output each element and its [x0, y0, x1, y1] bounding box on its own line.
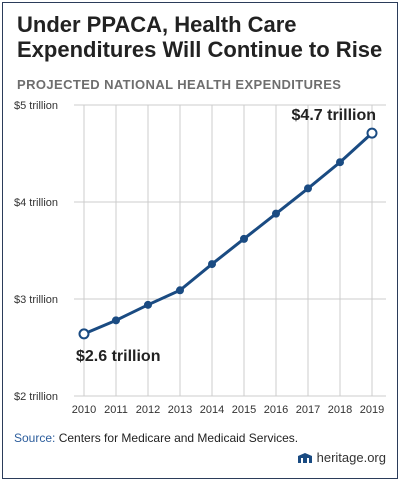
x-tick-label: 2018: [328, 404, 352, 416]
x-tick-label: 2012: [136, 404, 160, 416]
source-text: Centers for Medicare and Medicaid Servic…: [58, 431, 299, 445]
source-label: Source:: [14, 431, 56, 445]
x-tick-label: 2013: [168, 404, 192, 416]
y-tick-label: $3 trillion: [14, 294, 58, 306]
x-tick-label: 2017: [296, 404, 320, 416]
x-tick-label: 2010: [72, 404, 96, 416]
data-point: [112, 316, 120, 325]
data-point: [240, 234, 248, 243]
data-point: [336, 158, 344, 167]
data-point-endpoint: [78, 328, 90, 340]
data-point: [176, 286, 184, 295]
x-tick-label: 2014: [200, 404, 224, 416]
y-tick-label: $2 trillion: [14, 391, 58, 403]
x-tick-label: 2011: [104, 404, 128, 416]
x-tick-label: 2016: [264, 404, 288, 416]
data-point: [144, 300, 152, 309]
x-tick-label: 2015: [232, 404, 256, 416]
brand-mark: heritage.org: [297, 450, 386, 465]
brand-text: heritage.org: [316, 450, 386, 465]
y-tick-label: $4 trillion: [14, 197, 58, 209]
source-note: Source: Centers for Medicare and Medicai…: [14, 431, 298, 445]
data-point: [304, 184, 312, 193]
data-point: [208, 260, 216, 269]
data-point: [272, 209, 280, 218]
y-tick-label: $5 trillion: [14, 100, 58, 112]
chart-title: Under PPACA, Health Care Expenditures Wi…: [17, 12, 383, 62]
data-point-endpoint: [366, 127, 378, 139]
data-label: $2.6 trillion: [76, 348, 160, 365]
heritage-logo-icon: [297, 452, 312, 463]
chart-subtitle: PROJECTED NATIONAL HEALTH EXPENDITURES: [17, 77, 342, 92]
data-label: $4.7 trillion: [292, 107, 376, 124]
series-line: [83, 132, 374, 336]
x-tick-label: 2019: [360, 404, 384, 416]
